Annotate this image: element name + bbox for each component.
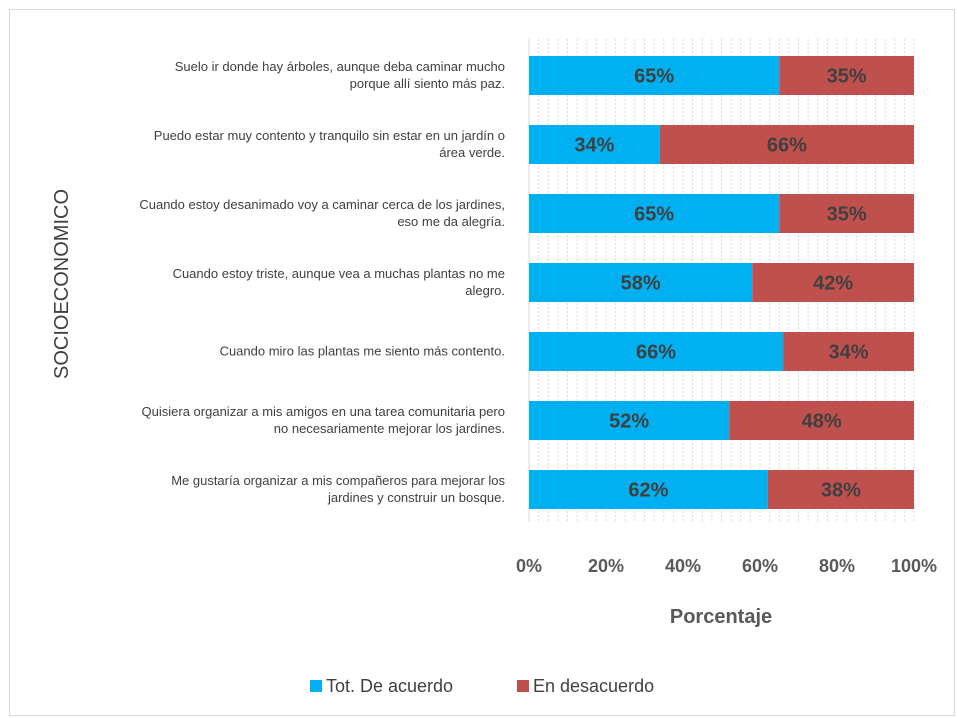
- bar-acuerdo: [529, 401, 730, 440]
- x-tick-label: 80%: [819, 556, 855, 576]
- data-label: 52%: [609, 411, 649, 433]
- y-axis-title: SOCIOECONOMICO: [51, 189, 73, 379]
- data-label: 34%: [574, 135, 614, 157]
- legend-label: Tot. De acuerdo: [326, 676, 453, 696]
- bar-acuerdo: [529, 263, 753, 302]
- bar-acuerdo: [529, 194, 780, 233]
- data-label: 35%: [827, 204, 867, 226]
- category-label: Cuando estoy desanimado voy a caminar ce…: [139, 197, 505, 212]
- bar-desacuerdo: [779, 56, 914, 95]
- data-label: 66%: [767, 135, 807, 157]
- category-label: eso me da alegría.: [397, 214, 505, 229]
- bar-desacuerdo: [783, 332, 914, 371]
- x-tick-label: 60%: [742, 556, 778, 576]
- x-tick-label: 0%: [516, 556, 542, 576]
- category-label: Cuando estoy triste, aunque vea a muchas…: [173, 266, 505, 281]
- category-label: porque allí siento más paz.: [350, 76, 505, 91]
- category-label: Me gustaría organizar a mis compañeros p…: [171, 473, 505, 488]
- bar-desacuerdo: [779, 194, 914, 233]
- legend-swatch: [310, 680, 322, 692]
- bar-desacuerdo: [767, 470, 914, 509]
- category-label: Cuando miro las plantas me siento más co…: [220, 344, 505, 359]
- category-label: Suelo ir donde hay árboles, aunque deba …: [175, 59, 505, 74]
- data-label: 48%: [802, 411, 842, 433]
- legend-swatch: [517, 680, 529, 692]
- data-label: 35%: [827, 66, 867, 88]
- x-tick-label: 100%: [891, 556, 937, 576]
- x-tick-label: 40%: [665, 556, 701, 576]
- bar-acuerdo: [529, 332, 784, 371]
- category-label: no necesariamente mejorar los jardines.: [274, 421, 505, 436]
- category-label: jardines y construir un bosque.: [327, 490, 505, 505]
- bar-acuerdo: [529, 56, 780, 95]
- category-label: Puedo estar muy contento y tranquilo sin…: [154, 128, 505, 143]
- data-label: 38%: [821, 480, 861, 502]
- data-label: 62%: [628, 480, 668, 502]
- bar-desacuerdo: [729, 401, 914, 440]
- bar-desacuerdo: [752, 263, 914, 302]
- data-label: 34%: [829, 342, 869, 364]
- category-label: alegro.: [465, 283, 505, 298]
- data-label: 42%: [813, 273, 853, 295]
- category-label: Quisiera organizar a mis amigos en una t…: [142, 404, 505, 419]
- bar-acuerdo: [529, 125, 660, 164]
- data-label: 65%: [634, 204, 674, 226]
- bar-desacuerdo: [659, 125, 914, 164]
- legend-label: En desacuerdo: [533, 676, 654, 696]
- category-label: área verde.: [439, 145, 505, 160]
- data-label: 65%: [634, 66, 674, 88]
- data-label: 66%: [636, 342, 676, 364]
- bar-acuerdo: [529, 470, 768, 509]
- data-label: 58%: [621, 273, 661, 295]
- x-tick-label: 20%: [588, 556, 624, 576]
- x-axis-title: Porcentaje: [670, 606, 772, 628]
